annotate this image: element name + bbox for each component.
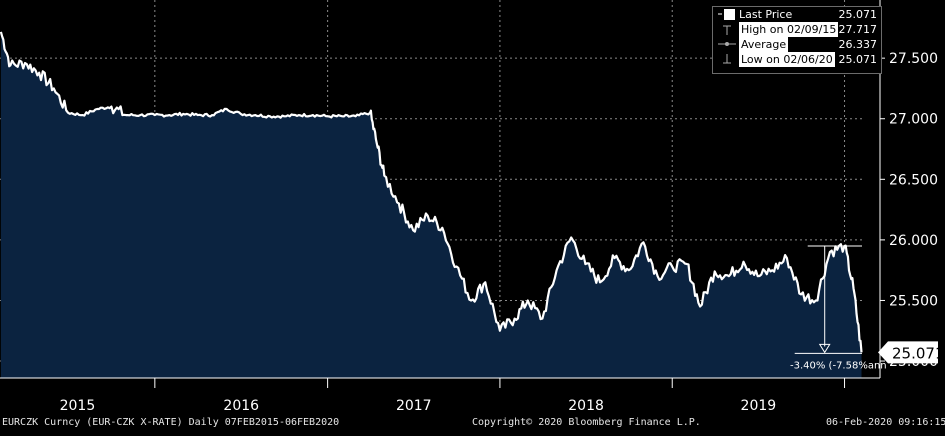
legend-low: Low on 02/06/20 25.071 bbox=[713, 52, 881, 67]
last-value-callout bbox=[878, 341, 938, 364]
y-tick-label: 25.500 bbox=[889, 293, 938, 309]
x-tick-label: 2018 bbox=[568, 398, 604, 414]
x-tick-label: 2015 bbox=[60, 398, 96, 414]
footer-copyright: Copyright© 2020 Bloomberg Finance L.P. bbox=[472, 417, 701, 428]
legend-low-label: Low on 02/06/20 bbox=[739, 52, 835, 67]
y-tick-label: 26.500 bbox=[889, 172, 938, 188]
average-marker-icon bbox=[718, 39, 736, 50]
legend-last-price-value: 25.071 bbox=[838, 8, 878, 21]
last-value-label: 25.071 bbox=[892, 344, 945, 362]
x-tick-label: 2017 bbox=[396, 398, 432, 414]
legend-average-label: Average bbox=[739, 37, 789, 52]
high-marker-icon bbox=[718, 24, 736, 35]
price-line bbox=[0, 31, 863, 353]
x-tick-label: 2016 bbox=[223, 398, 259, 414]
legend-average: Average 26.337 bbox=[713, 37, 881, 52]
y-tick-label: 27.500 bbox=[889, 51, 938, 67]
legend-high: High on 02/09/15 27.717 bbox=[713, 22, 881, 37]
price-area-fill bbox=[0, 31, 862, 379]
legend-high-label: High on 02/09/15 bbox=[739, 22, 839, 37]
legend-last-price: Last Price 25.071 bbox=[713, 7, 881, 22]
footer-ticker: EURCZK Curncy (EUR-CZK X-RATE) Daily 07F… bbox=[2, 417, 340, 428]
square-marker-icon bbox=[718, 9, 736, 20]
annotation-arrow-head bbox=[818, 343, 831, 354]
y-tick-label: 27.000 bbox=[889, 112, 938, 128]
legend-low-value: 25.071 bbox=[838, 53, 878, 66]
legend-average-value: 26.337 bbox=[838, 38, 878, 51]
legend-box: Last Price 25.071 High on 02/09/15 27.71… bbox=[712, 6, 882, 74]
footer-timestamp: 06-Feb-2020 09:16:15 bbox=[826, 417, 945, 428]
x-tick-label: 2019 bbox=[741, 398, 777, 414]
low-marker-icon bbox=[718, 54, 736, 65]
y-tick-label: 26.000 bbox=[889, 233, 938, 249]
annotation-label: -3.40% (-7.58%ann bbox=[790, 360, 887, 371]
legend-high-value: 27.717 bbox=[838, 23, 878, 36]
legend-last-price-label: Last Price bbox=[739, 8, 793, 21]
footer-bar: EURCZK Curncy (EUR-CZK X-RATE) Daily 07F… bbox=[0, 415, 945, 432]
